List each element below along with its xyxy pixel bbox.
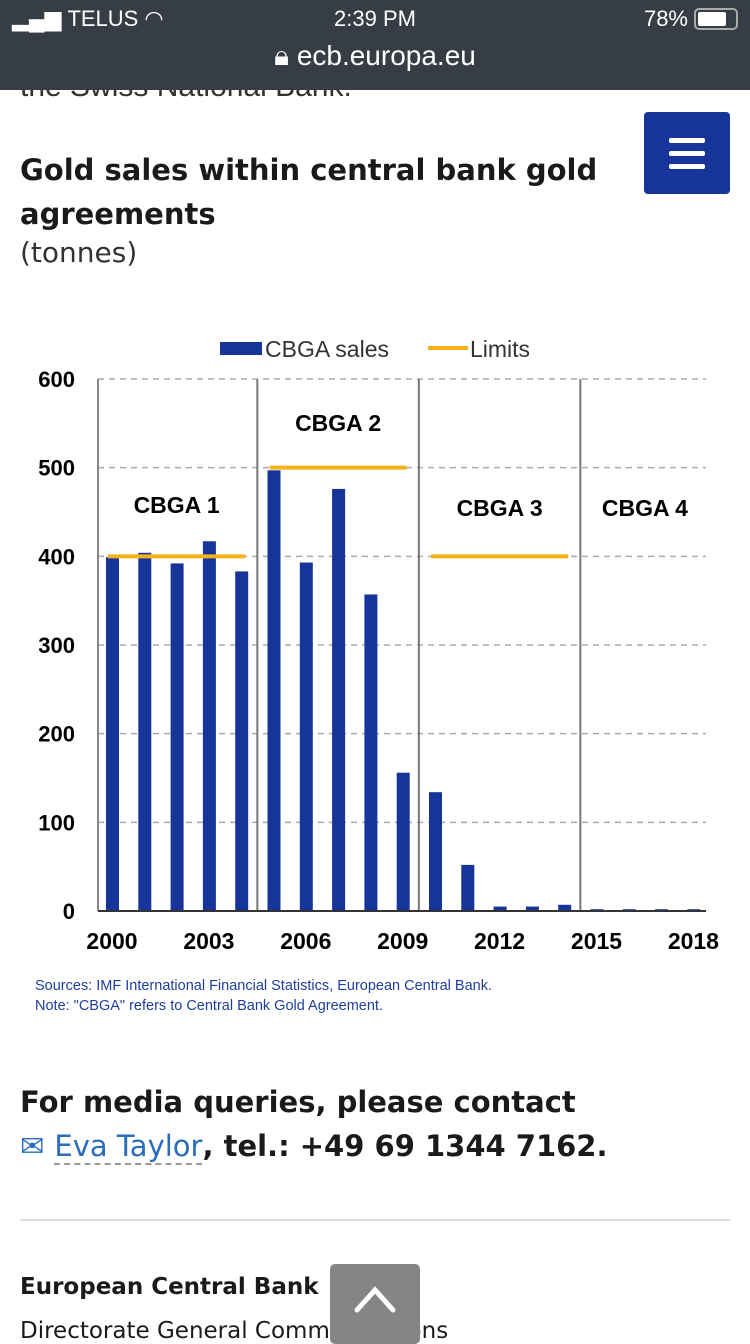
- status-bar: ▂▄▆ TELUS ◠ 2:39 PM 78% 🔒︎ ecb.europa.eu: [0, 0, 750, 90]
- y-tick-label: 500: [38, 456, 75, 481]
- bar: [332, 488, 346, 911]
- menu-button[interactable]: [644, 112, 730, 194]
- y-tick-label: 600: [38, 367, 75, 392]
- hamburger-icon: [669, 137, 705, 143]
- chart: 0 100 200 300 400 500 600 CBGA 1 CBGA 2 CBGA 3 CBG…: [35, 336, 719, 1014]
- period-label: CBGA 1: [134, 492, 220, 518]
- x-tick-label: 2006: [280, 928, 331, 954]
- y-tick-label: 400: [38, 544, 75, 569]
- period-label: CBGA 2: [295, 410, 381, 436]
- period-label: CBGA 4: [602, 495, 688, 521]
- legend-swatch-sales: [220, 342, 262, 355]
- lock-icon: 🔒︎: [274, 40, 290, 71]
- bar: [235, 571, 249, 911]
- bar: [138, 552, 152, 911]
- chart-note: Sources: IMF International Financial Sta…: [35, 978, 492, 994]
- mail-icon: ✉: [20, 1129, 45, 1163]
- bar: [525, 906, 539, 911]
- bar: [364, 594, 378, 911]
- chart-title: Gold sales within central bank gold agre…: [20, 153, 598, 231]
- signal-icon: ▂▄▆: [12, 6, 62, 31]
- legend-label: CBGA sales: [265, 336, 389, 362]
- legend-label: Limits: [470, 336, 530, 362]
- bar: [106, 557, 119, 911]
- period-label: CBGA 3: [457, 495, 543, 521]
- bar: [558, 904, 572, 911]
- chevron-up-icon: [354, 1286, 396, 1313]
- wifi-icon: ◠: [144, 6, 164, 31]
- media-contact: For media queries, please contact ✉ Eva T…: [20, 1085, 608, 1165]
- bar: [396, 772, 410, 911]
- x-tick-label: 2015: [571, 928, 622, 954]
- bar: [202, 541, 216, 911]
- x-tick-label: 2012: [474, 928, 525, 954]
- y-tick-label: 100: [38, 810, 75, 835]
- y-tick-label: 200: [38, 722, 75, 747]
- bar: [461, 864, 475, 911]
- bar: [267, 470, 281, 911]
- x-tick-label: 2009: [377, 928, 428, 954]
- battery-icon: [694, 8, 738, 30]
- x-tick-label: 2000: [86, 928, 137, 954]
- back-to-top-button[interactable]: [330, 1264, 420, 1344]
- x-tick-label: 2003: [183, 928, 234, 954]
- clock: 2:39 PM: [334, 6, 416, 31]
- contact-link[interactable]: Eva Taylor: [54, 1129, 203, 1165]
- footer-org: European Central Bank: [20, 1274, 319, 1300]
- bar: [299, 562, 313, 911]
- carrier: ▂▄▆ TELUS ◠: [12, 6, 164, 31]
- x-tick-label: 2018: [668, 928, 719, 954]
- y-tick-label: 300: [38, 633, 75, 658]
- y-tick-label: 0: [63, 899, 75, 924]
- bar: [170, 563, 184, 911]
- bar: [429, 792, 442, 911]
- bar: [493, 906, 507, 911]
- url-bar[interactable]: 🔒︎ ecb.europa.eu: [274, 40, 476, 71]
- chart-note: Note: "CBGA" refers to Central Bank Gold…: [35, 998, 383, 1014]
- battery: 78%: [644, 6, 738, 32]
- chart-unit: (tonnes): [20, 236, 138, 269]
- divider: [20, 1219, 730, 1221]
